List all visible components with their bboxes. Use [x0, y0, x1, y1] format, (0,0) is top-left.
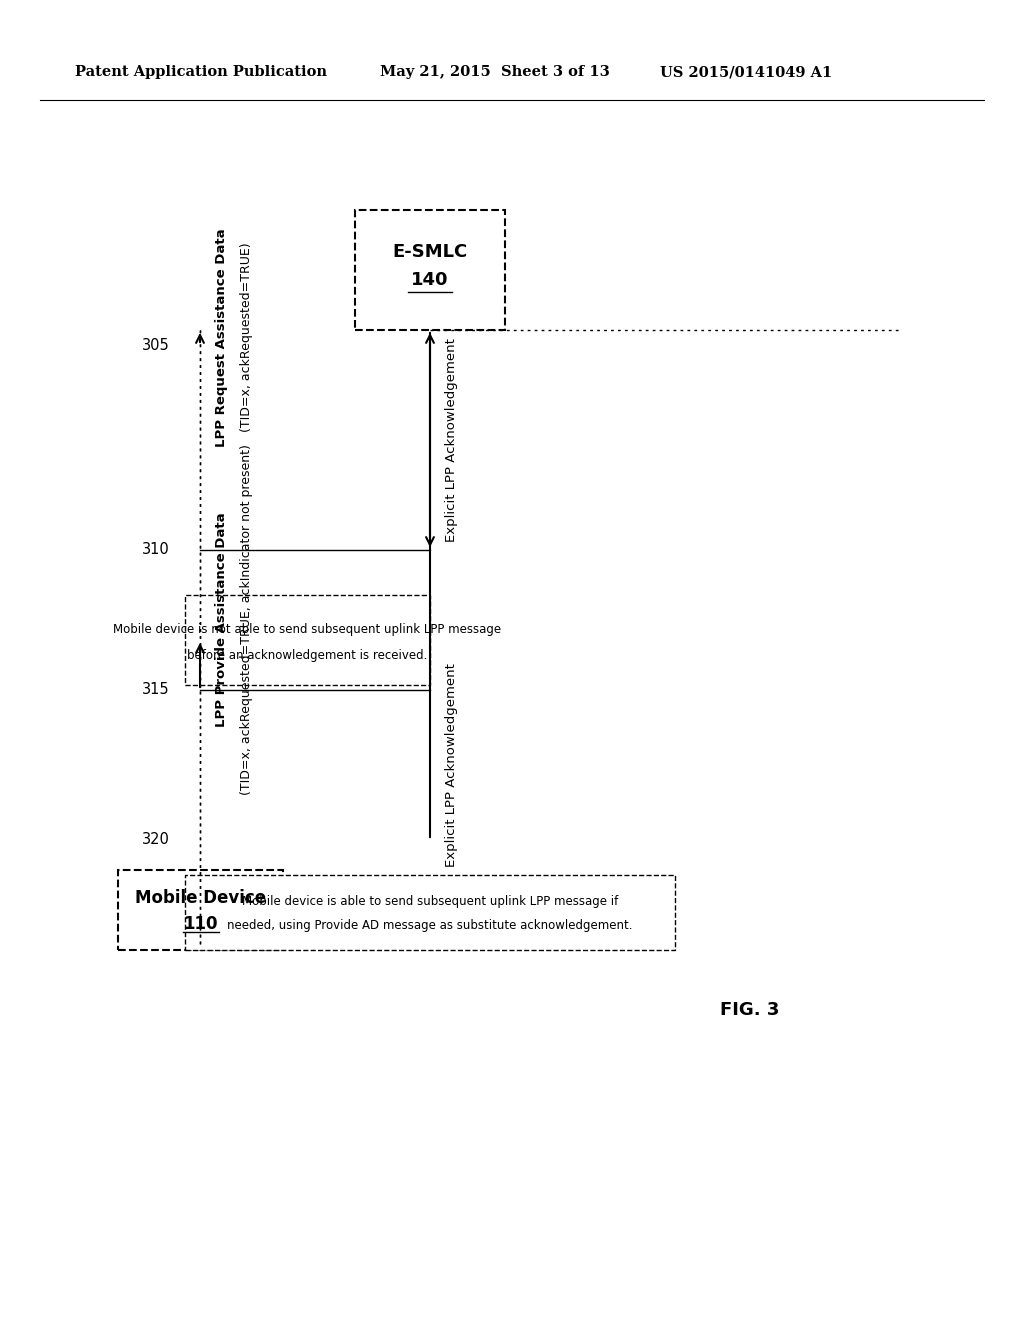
Text: 310: 310: [142, 543, 170, 557]
Text: Explicit LPP Acknowledgement: Explicit LPP Acknowledgement: [445, 663, 458, 867]
Text: needed, using Provide AD message as substitute acknowledgement.: needed, using Provide AD message as subs…: [227, 919, 633, 932]
Text: Explicit LPP Acknowledgement: Explicit LPP Acknowledgement: [445, 338, 458, 543]
Text: E-SMLC: E-SMLC: [392, 243, 468, 261]
Text: May 21, 2015  Sheet 3 of 13: May 21, 2015 Sheet 3 of 13: [380, 65, 609, 79]
Text: (TID=x, ackRequested=TRUE): (TID=x, ackRequested=TRUE): [240, 243, 253, 433]
Bar: [118, 870, 283, 950]
Bar: [355, 210, 505, 330]
Bar: [185, 595, 430, 685]
Text: 305: 305: [142, 338, 170, 352]
Text: Mobile device is able to send subsequent uplink LPP message if: Mobile device is able to send subsequent…: [242, 895, 618, 908]
Text: 140: 140: [412, 271, 449, 289]
Text: before an acknowledgement is received.: before an acknowledgement is received.: [187, 648, 428, 661]
Text: US 2015/0141049 A1: US 2015/0141049 A1: [660, 65, 833, 79]
Text: Mobile Device: Mobile Device: [135, 888, 266, 907]
Text: FIG. 3: FIG. 3: [720, 1001, 779, 1019]
Bar: [185, 875, 675, 950]
Text: LPP Request Assistance Data: LPP Request Assistance Data: [215, 228, 228, 446]
Text: 110: 110: [183, 915, 218, 933]
Text: Mobile device is not able to send subsequent uplink LPP message: Mobile device is not able to send subseq…: [114, 623, 502, 636]
Text: 315: 315: [142, 682, 170, 697]
Text: 320: 320: [142, 833, 170, 847]
Text: (TID=x, ackRequested=TRUE, ackIndicator not present): (TID=x, ackRequested=TRUE, ackIndicator …: [240, 445, 253, 796]
Text: LPP Provide Assistance Data: LPP Provide Assistance Data: [215, 512, 228, 727]
Text: Patent Application Publication: Patent Application Publication: [75, 65, 327, 79]
